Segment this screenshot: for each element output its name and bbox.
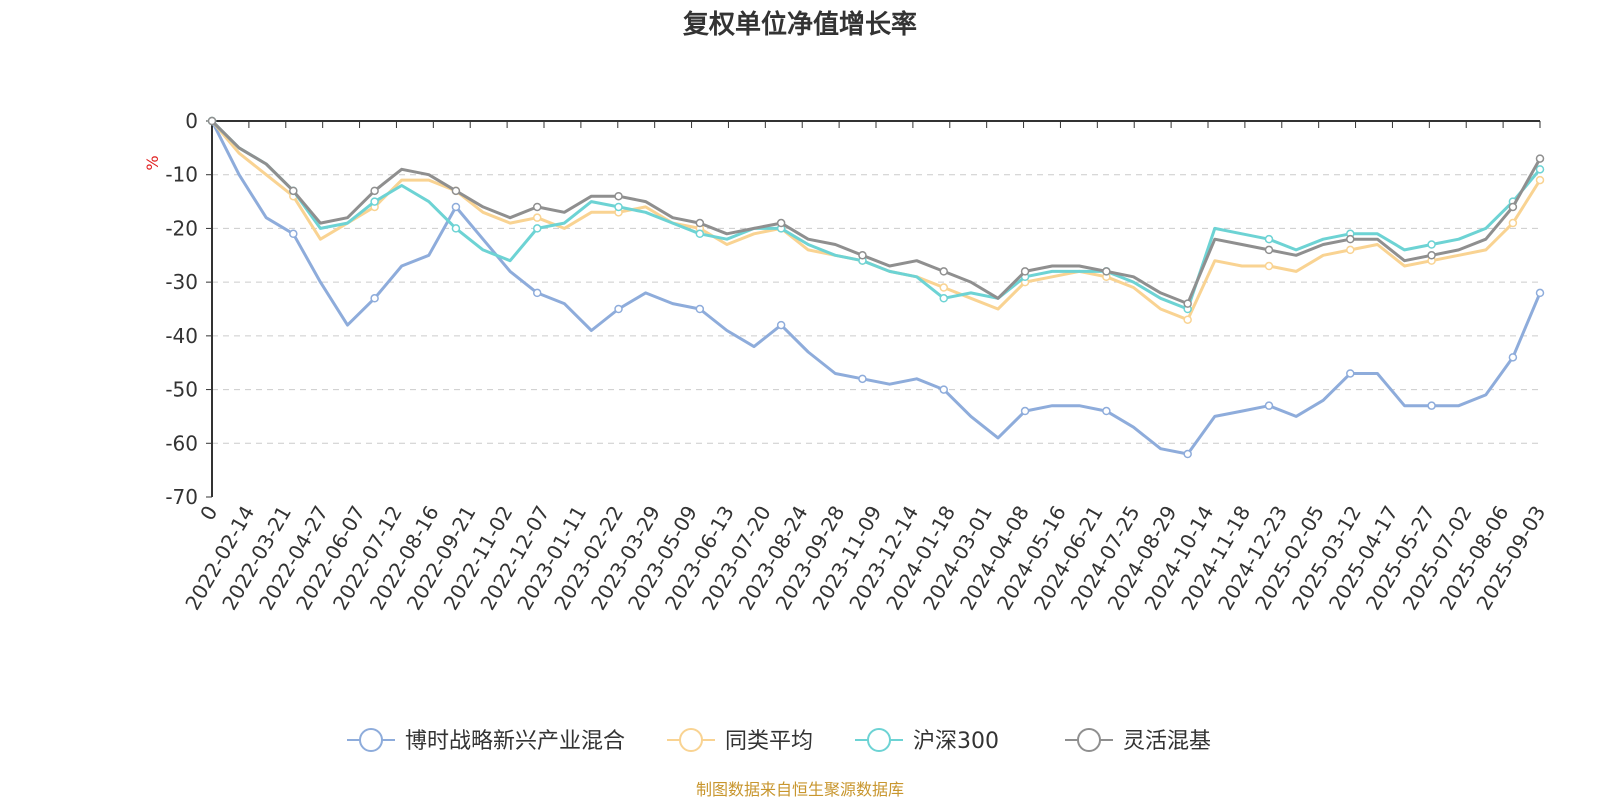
data-point	[451, 224, 461, 233]
data-point	[370, 294, 379, 303]
source-note: 制图数据来自恒生聚源数据库	[695, 780, 904, 799]
data-point	[289, 186, 298, 196]
data-point	[776, 320, 786, 330]
legend-label-2[interactable]: 同类平均	[725, 729, 813, 754]
data-point	[939, 385, 949, 394]
data-point	[1183, 299, 1192, 308]
legend-marker-2[interactable]	[679, 728, 703, 752]
legend-label-3[interactable]: 沪深300	[913, 729, 999, 754]
legend-label-4[interactable]: 灵活混基	[1123, 729, 1211, 754]
data-point	[614, 191, 623, 201]
y-tick-label: -70	[165, 485, 198, 509]
data-point	[1535, 154, 1545, 163]
data-point	[1508, 353, 1518, 362]
x-tick-label: 0	[195, 502, 222, 525]
data-point	[532, 202, 542, 212]
series-line-2	[210, 120, 1542, 322]
data-point	[1264, 401, 1274, 410]
y-tick-label: -30	[165, 270, 198, 294]
data-point	[1102, 267, 1111, 276]
data-point	[1427, 401, 1436, 410]
data-point	[614, 304, 623, 314]
data-point	[1020, 406, 1030, 416]
series-line-3	[210, 119, 1542, 311]
y-tick-label: -10	[165, 163, 198, 187]
data-point	[1346, 245, 1355, 255]
chart-title: 复权单位净值增长率	[682, 10, 917, 40]
y-tick-label: -20	[165, 216, 198, 240]
data-point	[1535, 288, 1545, 298]
data-point	[695, 304, 705, 314]
data-point	[1427, 240, 1436, 249]
data-point	[532, 224, 542, 233]
data-point	[1535, 175, 1545, 185]
data-point	[1264, 234, 1274, 244]
data-point	[1183, 449, 1192, 459]
data-point	[1183, 315, 1192, 324]
data-point	[532, 213, 542, 222]
data-point	[532, 288, 542, 298]
data-point	[776, 218, 786, 228]
data-point	[939, 267, 949, 276]
y-axis-label: %	[143, 155, 162, 170]
data-point	[1020, 267, 1030, 276]
data-point	[1102, 406, 1111, 416]
data-point	[370, 197, 379, 206]
legend-marker-4[interactable]	[1077, 728, 1101, 752]
data-point	[370, 186, 379, 196]
data-point	[289, 229, 298, 239]
data-point	[858, 374, 867, 384]
legend-marker-1[interactable]	[359, 728, 383, 752]
data-point	[451, 186, 461, 196]
data-point	[695, 229, 705, 239]
data-point	[1346, 369, 1355, 378]
data-point	[858, 251, 867, 260]
data-point	[939, 294, 949, 303]
legend-marker-3[interactable]	[867, 728, 891, 752]
data-point	[1508, 202, 1518, 212]
data-point	[614, 202, 623, 212]
data-point	[451, 202, 461, 212]
series-line-1	[210, 120, 1542, 456]
data-point	[1264, 261, 1274, 271]
data-point	[207, 116, 217, 126]
data-point	[1346, 234, 1355, 244]
y-tick-label: -60	[165, 431, 198, 455]
data-point	[939, 283, 949, 292]
legend-label-1[interactable]: 博时战略新兴产业混合	[405, 729, 625, 754]
data-point	[695, 218, 705, 228]
data-point	[1427, 251, 1436, 260]
data-point	[1264, 245, 1274, 255]
data-point	[1535, 165, 1545, 174]
y-tick-label: -50	[165, 378, 198, 402]
series-line-4	[210, 119, 1542, 306]
y-tick-label: 0	[185, 109, 198, 133]
data-point	[1508, 218, 1518, 228]
y-tick-label: -40	[165, 324, 198, 348]
